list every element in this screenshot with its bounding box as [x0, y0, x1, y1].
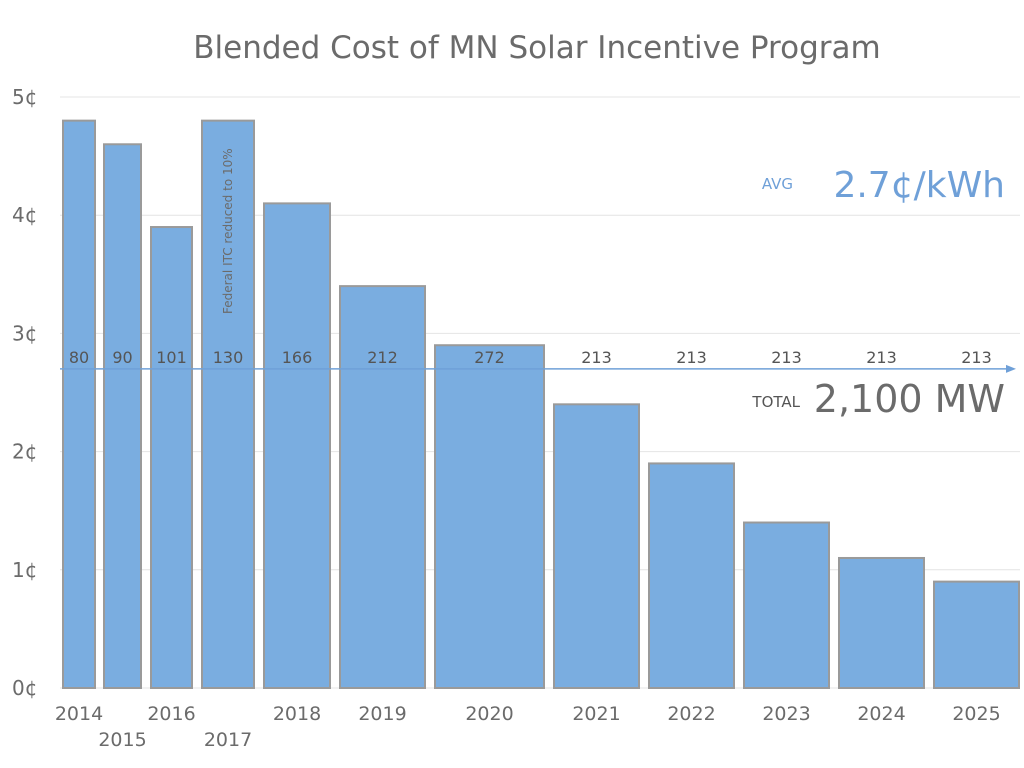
chart-title: Blended Cost of MN Solar Incentive Progr…	[193, 30, 880, 66]
x-tick-label: 2016	[147, 703, 195, 725]
mw-label: 212	[367, 348, 398, 367]
x-tick-label: 2017	[204, 729, 252, 751]
y-tick-label: 1¢	[12, 558, 37, 582]
x-tick-label: 2018	[273, 703, 321, 725]
mw-label: 101	[156, 348, 187, 367]
x-tick-label: 2024	[857, 703, 905, 725]
mw-labels: 80 90 101 130 166 212 272 213 213 213 213 213	[69, 348, 992, 367]
y-axis-ticks: 0¢ 1¢ 2¢ 3¢ 4¢ 5¢	[12, 85, 37, 700]
x-tick-label: 2014	[55, 703, 103, 725]
total-value: 2,100 MW	[814, 377, 1005, 421]
mw-label: 90	[112, 348, 132, 367]
bars	[62, 119, 1020, 690]
avg-label: AVG	[762, 175, 793, 193]
bar-2021	[553, 403, 640, 689]
total-label: TOTAL	[751, 393, 800, 411]
mw-label: 272	[474, 348, 505, 367]
x-tick-label: 2021	[572, 703, 620, 725]
y-tick-label: 2¢	[12, 440, 37, 464]
mw-label: 213	[771, 348, 802, 367]
avg-value: 2.7¢/kWh	[833, 165, 1005, 206]
x-tick-label: 2025	[952, 703, 1000, 725]
bar-2020	[434, 344, 545, 689]
bar-2025	[933, 580, 1020, 689]
bar-2022	[648, 462, 735, 690]
bar-2014	[62, 119, 96, 689]
itc-annotation: Federal ITC reduced to 10%	[221, 148, 235, 314]
y-tick-label: 4¢	[12, 203, 37, 227]
mw-label: 213	[676, 348, 707, 367]
average-line-arrowhead	[1006, 364, 1016, 373]
x-tick-label: 2020	[465, 703, 513, 725]
y-tick-label: 3¢	[12, 321, 37, 345]
x-tick-label: 2023	[762, 703, 810, 725]
y-tick-label: 5¢	[12, 85, 37, 109]
y-tick-label: 0¢	[12, 676, 37, 700]
mw-label: 166	[282, 348, 313, 367]
bar-2016	[150, 226, 193, 690]
bar-2018	[263, 202, 331, 689]
mw-label: 130	[213, 348, 244, 367]
x-tick-label: 2015	[98, 729, 146, 751]
bar-2023	[743, 521, 830, 690]
x-tick-label: 2022	[667, 703, 715, 725]
mw-label: 213	[866, 348, 897, 367]
bar-2019	[339, 285, 426, 689]
mw-label: 213	[581, 348, 612, 367]
bar-2015	[103, 143, 142, 689]
bar-2024	[838, 556, 925, 689]
mw-label: 213	[961, 348, 992, 367]
x-tick-label: 2019	[358, 703, 406, 725]
bar-2017	[201, 119, 255, 689]
mw-label: 80	[69, 348, 89, 367]
